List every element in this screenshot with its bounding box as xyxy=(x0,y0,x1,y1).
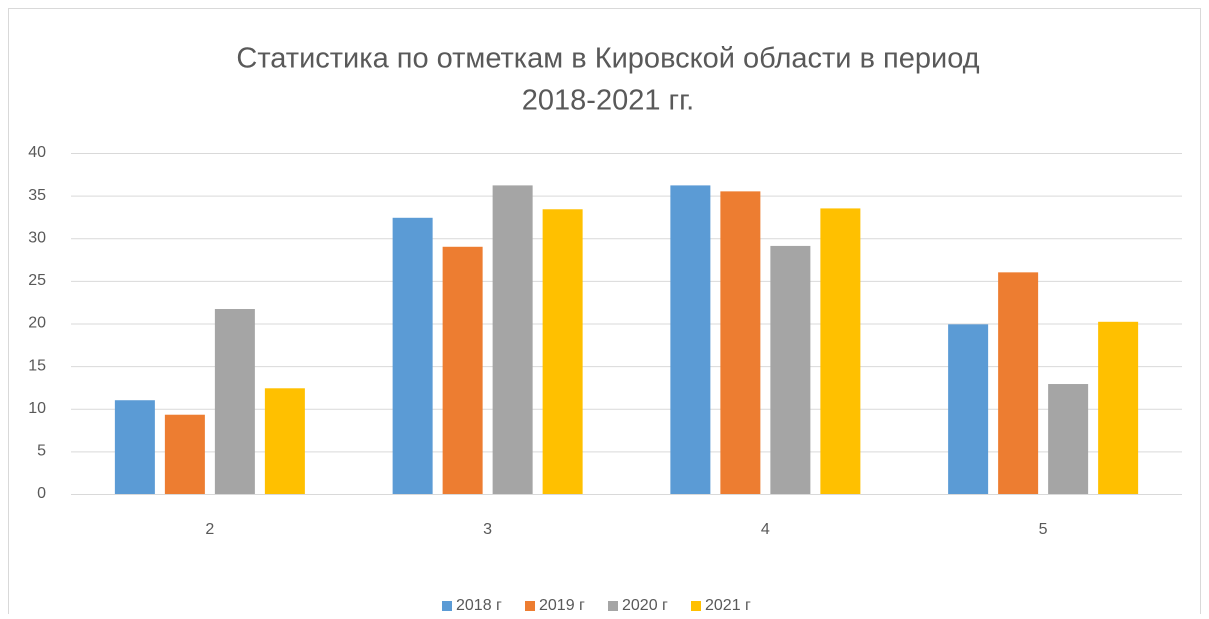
y-tick-label: 25 xyxy=(28,272,46,289)
y-tick-label: 40 xyxy=(28,144,46,161)
bar xyxy=(442,246,483,494)
bar xyxy=(1048,384,1089,494)
x-tick-label: 4 xyxy=(761,521,770,538)
y-tick-label: 30 xyxy=(28,229,46,246)
bar xyxy=(998,272,1039,494)
legend-label: 2021 г xyxy=(705,597,751,614)
y-tick-label: 10 xyxy=(28,400,46,417)
legend-swatch xyxy=(608,601,618,611)
bar xyxy=(670,185,711,494)
x-tick-label: 5 xyxy=(1039,521,1048,538)
bar xyxy=(392,217,433,495)
legend-label: 2020 г xyxy=(622,597,668,614)
x-tick-label: 3 xyxy=(483,521,492,538)
y-tick-label: 5 xyxy=(37,443,46,460)
legend-label: 2019 г xyxy=(539,597,585,614)
bar xyxy=(164,414,205,494)
bar xyxy=(770,245,811,494)
legend-swatch xyxy=(442,601,452,611)
legend-swatch xyxy=(691,601,701,611)
x-tick-label: 2 xyxy=(205,521,214,538)
chart-title: Статистика по отметкам в Кировской облас… xyxy=(236,43,979,75)
bar xyxy=(214,309,255,494)
y-tick-label: 0 xyxy=(37,485,46,502)
legend-swatch xyxy=(525,601,535,611)
bar xyxy=(720,191,761,495)
bar xyxy=(948,324,989,494)
bar xyxy=(492,185,533,494)
chart-title: 2018-2021 гг. xyxy=(522,85,694,117)
bar xyxy=(114,400,155,494)
bar xyxy=(1098,321,1139,494)
bar xyxy=(264,388,305,494)
y-tick-label: 20 xyxy=(28,315,46,332)
legend-label: 2018 г xyxy=(456,597,502,614)
y-tick-label: 35 xyxy=(28,187,46,204)
bar xyxy=(542,209,583,494)
bar xyxy=(820,208,861,494)
y-tick-label: 15 xyxy=(28,357,46,374)
